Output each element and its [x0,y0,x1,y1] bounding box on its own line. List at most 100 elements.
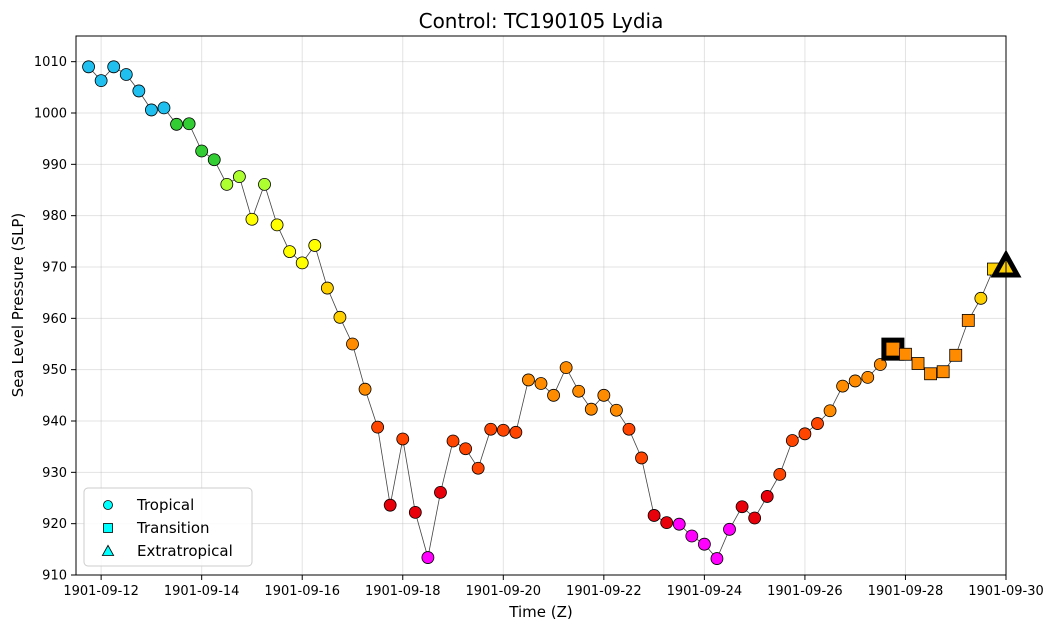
data-point [220,177,234,191]
legend-label: Tropical [136,496,194,514]
y-tick-label: 970 [42,261,67,276]
data-point [295,256,309,270]
legend-label: Transition [136,519,210,537]
data-point [748,511,762,525]
data-point [94,74,108,88]
y-tick-label: 940 [42,415,67,430]
data-point [245,212,259,226]
legend-marker-square [103,523,113,533]
data-point [232,170,246,184]
data-point [924,367,937,381]
data-point [383,498,397,512]
data-point [270,218,284,232]
data-point [723,522,736,536]
data-point [371,420,385,434]
data-point [610,403,623,417]
data-point [622,422,636,436]
y-tick-label: 990 [42,158,67,173]
track-polyline [88,66,1007,560]
data-point [408,505,422,519]
data-point [647,509,661,522]
data-point [685,529,699,543]
data-point [346,337,359,351]
x-tick-label: 1901-09-22 [566,584,642,599]
data-point [823,404,837,418]
data-point [145,103,158,117]
data-point [936,365,950,379]
y-tick-label: 980 [42,209,67,224]
data-point [811,417,824,430]
y-tick-label: 910 [42,569,67,584]
data-point [107,60,121,74]
x-tick-label: 1901-09-26 [767,584,843,599]
data-point [434,485,447,499]
data-point [358,382,372,396]
data-point [509,425,523,439]
x-tick-label: 1901-09-24 [667,584,743,599]
data-point [559,361,573,375]
y-tick-label: 960 [42,312,67,327]
data-point [785,434,799,447]
legend-box [83,487,253,567]
plot-frame [75,35,1007,576]
data-point [873,358,887,371]
data-point [735,500,749,514]
legend-marker-circle [103,500,113,510]
y-tick-label: 920 [42,517,67,532]
data-point [396,432,410,446]
data-point [496,423,510,437]
data-point [308,239,322,252]
legend-label: Extratropical [137,542,233,560]
data-point [899,347,912,361]
legend: Tropical Transition Extratropical [83,487,253,567]
data-point [672,517,686,531]
data-point [710,552,724,565]
data-point [534,377,548,390]
data-point [773,467,787,481]
data-point [421,551,435,564]
x-tick-label: 1901-09-30 [968,584,1044,599]
y-tick-label: 1000 [34,107,67,122]
x-tick-label: 1901-09-28 [868,584,944,599]
data-point [157,101,171,115]
data-point [760,490,774,503]
data-point [798,427,812,441]
data-point [207,153,221,167]
data-point [195,144,209,158]
data-point [697,537,711,551]
data-point [333,310,347,324]
y-axis-ticks: 910 920 930 940 950 960 970 980 990 1000 1010 [34,55,76,584]
data-point [547,388,560,402]
data-point [320,281,334,295]
data-point [82,60,95,74]
data-point [660,516,674,530]
data-point [635,451,648,465]
data-point [861,370,875,384]
data-point [258,177,271,191]
x-axis-label: Time (Z) [508,603,572,621]
legend-marker-triangle [101,544,115,556]
chart-title: Control: TC190105 Lydia [419,9,664,33]
data-point [961,313,975,327]
x-tick-label: 1901-09-20 [466,584,542,599]
data-point [170,117,183,131]
data-point [446,434,460,448]
data-point [974,291,988,305]
x-tick-label: 1901-09-14 [164,584,240,599]
data-point [848,374,862,388]
data-point [132,84,146,98]
data-point [597,388,611,402]
data-point [911,357,925,370]
data-point [522,373,535,387]
x-tick-label: 1901-09-16 [264,584,340,599]
data-point [283,245,297,259]
x-tick-label: 1901-09-12 [63,584,139,599]
data-point [119,68,133,81]
y-tick-label: 1010 [34,55,67,70]
data-point [949,348,963,362]
y-axis-label: Sea Level Pressure (SLP) [9,213,27,398]
data-point [836,379,850,393]
track-line [88,66,1007,560]
y-tick-label: 950 [42,363,67,378]
